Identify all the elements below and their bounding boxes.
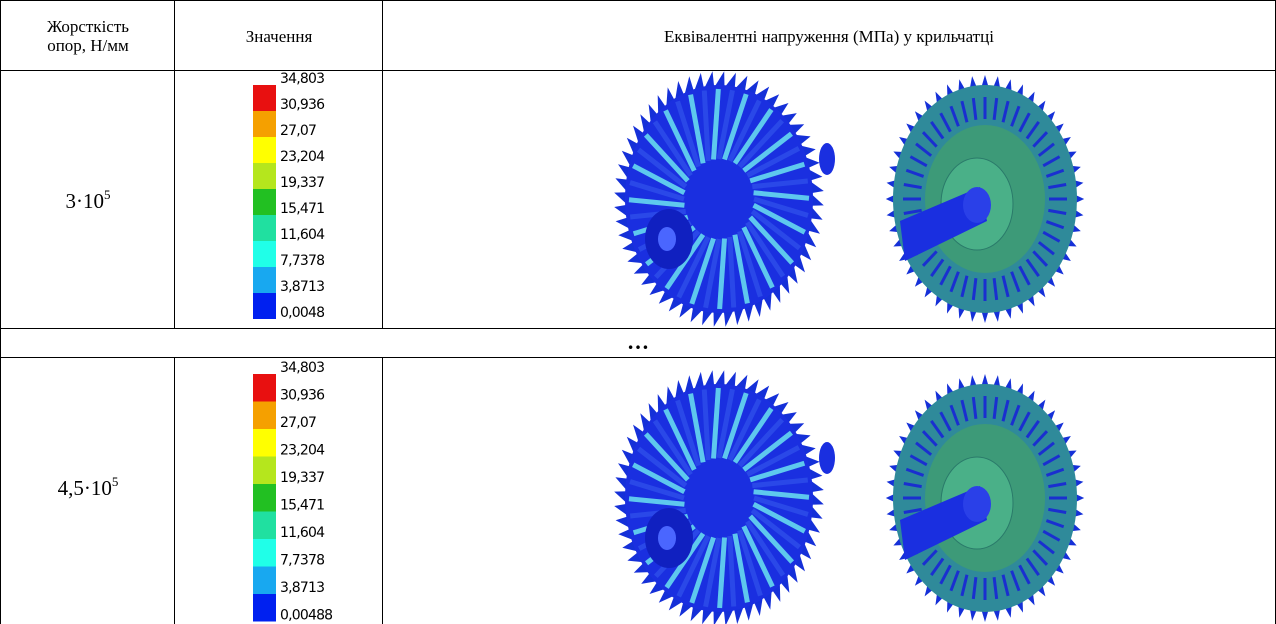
shaft-end — [819, 442, 835, 474]
legend-color — [253, 111, 276, 137]
disk — [625, 384, 813, 612]
legend-color — [253, 402, 276, 430]
legend-color — [253, 567, 276, 595]
legend-label: 30,936 — [280, 97, 325, 113]
stiffness: 3·105 — [66, 187, 111, 214]
ellipsis: … — [627, 329, 649, 354]
separator-row: … — [0, 328, 1276, 358]
legend-color — [253, 293, 276, 319]
shaft-end — [819, 143, 835, 175]
legend-label: 11,604 — [280, 227, 325, 243]
legend-color — [253, 594, 276, 622]
legend-label: 34,803 — [280, 360, 324, 376]
image-cell — [382, 70, 1276, 329]
legend-color — [253, 163, 276, 189]
shaft-hub — [963, 486, 991, 522]
legend-color — [253, 539, 276, 567]
legend-label: 27,07 — [280, 415, 316, 431]
stiffness: 4,5·105 — [58, 474, 119, 501]
legend-color — [253, 429, 276, 457]
stiffness-exp: 5 — [112, 474, 119, 489]
hub-center — [658, 526, 676, 550]
legend-label: 0,0048 — [280, 305, 324, 321]
legend-label: 30,936 — [280, 388, 325, 404]
legend-color — [253, 484, 276, 512]
shaft-hub — [963, 187, 991, 223]
legend-label: 34,803 — [280, 71, 324, 87]
legend-color — [253, 512, 276, 540]
legend-label: 23,204 — [280, 149, 325, 165]
legend-color — [253, 215, 276, 241]
header-text: Значення — [246, 27, 313, 46]
legend-label: 15,471 — [280, 498, 324, 514]
disk — [625, 85, 813, 313]
legend-label: 19,337 — [280, 175, 324, 191]
legend-color — [253, 85, 276, 111]
legend-label: 3,8713 — [280, 279, 324, 295]
header-cell: Жорсткість опор, Н/мм — [0, 0, 175, 71]
header-cell: Еквівалентні напруження (МПа) у крильчат… — [382, 0, 1276, 71]
blade-tip — [714, 370, 724, 386]
stiffness-cell: 3·105 — [0, 70, 175, 329]
impeller-image — [383, 71, 1276, 329]
legend-color — [253, 374, 276, 402]
header-cell: Значення — [174, 0, 383, 71]
stiffness-cell: 4,5·105 — [0, 357, 175, 624]
image-cell — [382, 357, 1276, 624]
hub-center — [658, 227, 676, 251]
blade-tip — [714, 71, 724, 87]
legend-label: 7,7378 — [280, 553, 324, 569]
stiffness-base: 4,5·10 — [58, 476, 112, 500]
page: Жорсткість опор, Н/мм Значення Еквівален… — [0, 0, 1276, 624]
legend-label: 15,471 — [280, 201, 324, 217]
legend-label: 19,337 — [280, 470, 324, 486]
legend-label: 7,7378 — [280, 253, 324, 269]
legend-color — [253, 457, 276, 485]
legend-label: 27,07 — [280, 123, 316, 139]
legend: 34,803 30,936 27,07 23,204 19,337 15,471 11,60… — [175, 358, 383, 624]
legend-label: 23,204 — [280, 443, 325, 459]
legend: 34,803 30,936 27,07 23,204 19,337 15,471 11,60… — [175, 71, 383, 329]
legend-color — [253, 241, 276, 267]
impeller-image — [383, 358, 1276, 624]
legend-color — [253, 137, 276, 163]
legend-color — [253, 189, 276, 215]
header-text: Еквівалентні напруження (МПа) у крильчат… — [664, 27, 994, 46]
legend-cell: 34,803 30,936 27,07 23,204 19,337 15,471 11,60… — [174, 70, 383, 329]
stiffness-exp: 5 — [104, 187, 111, 202]
legend-label: 0,00488 — [280, 608, 332, 624]
header-text: Жорсткість опор, Н/мм — [31, 17, 145, 55]
stiffness-base: 3·10 — [66, 189, 105, 213]
legend-label: 3,8713 — [280, 580, 324, 596]
legend-cell: 34,803 30,936 27,07 23,204 19,337 15,471 11,60… — [174, 357, 383, 624]
legend-label: 11,604 — [280, 525, 325, 541]
legend-color — [253, 267, 276, 293]
blade-tip — [714, 311, 724, 327]
